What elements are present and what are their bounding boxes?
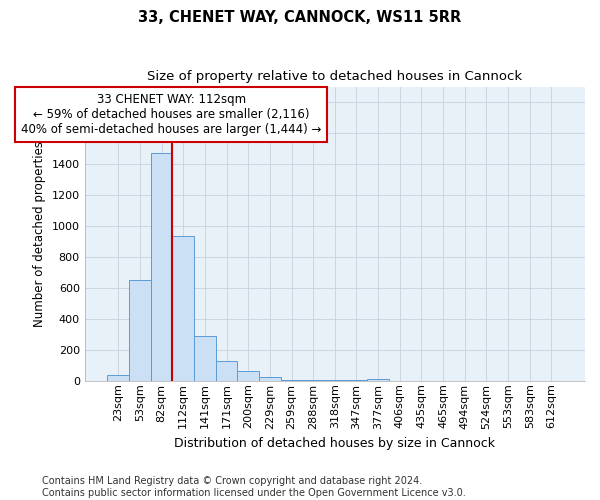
Bar [324, 380, 346, 381]
Bar [367, 379, 389, 381]
Bar [238, 370, 259, 381]
Bar [346, 380, 367, 381]
Bar [107, 374, 129, 381]
Title: Size of property relative to detached houses in Cannock: Size of property relative to detached ho… [147, 70, 523, 83]
Bar [281, 380, 302, 381]
Bar [259, 378, 281, 381]
Bar [172, 236, 194, 381]
Bar [216, 360, 238, 381]
Bar [151, 152, 172, 381]
Text: 33, CHENET WAY, CANNOCK, WS11 5RR: 33, CHENET WAY, CANNOCK, WS11 5RR [139, 10, 461, 25]
Text: 33 CHENET WAY: 112sqm
← 59% of detached houses are smaller (2,116)
40% of semi-d: 33 CHENET WAY: 112sqm ← 59% of detached … [21, 94, 322, 136]
Bar [302, 380, 324, 381]
Bar [194, 336, 216, 381]
Y-axis label: Number of detached properties: Number of detached properties [33, 141, 46, 327]
Bar [129, 280, 151, 381]
X-axis label: Distribution of detached houses by size in Cannock: Distribution of detached houses by size … [175, 437, 496, 450]
Text: Contains HM Land Registry data © Crown copyright and database right 2024.
Contai: Contains HM Land Registry data © Crown c… [42, 476, 466, 498]
